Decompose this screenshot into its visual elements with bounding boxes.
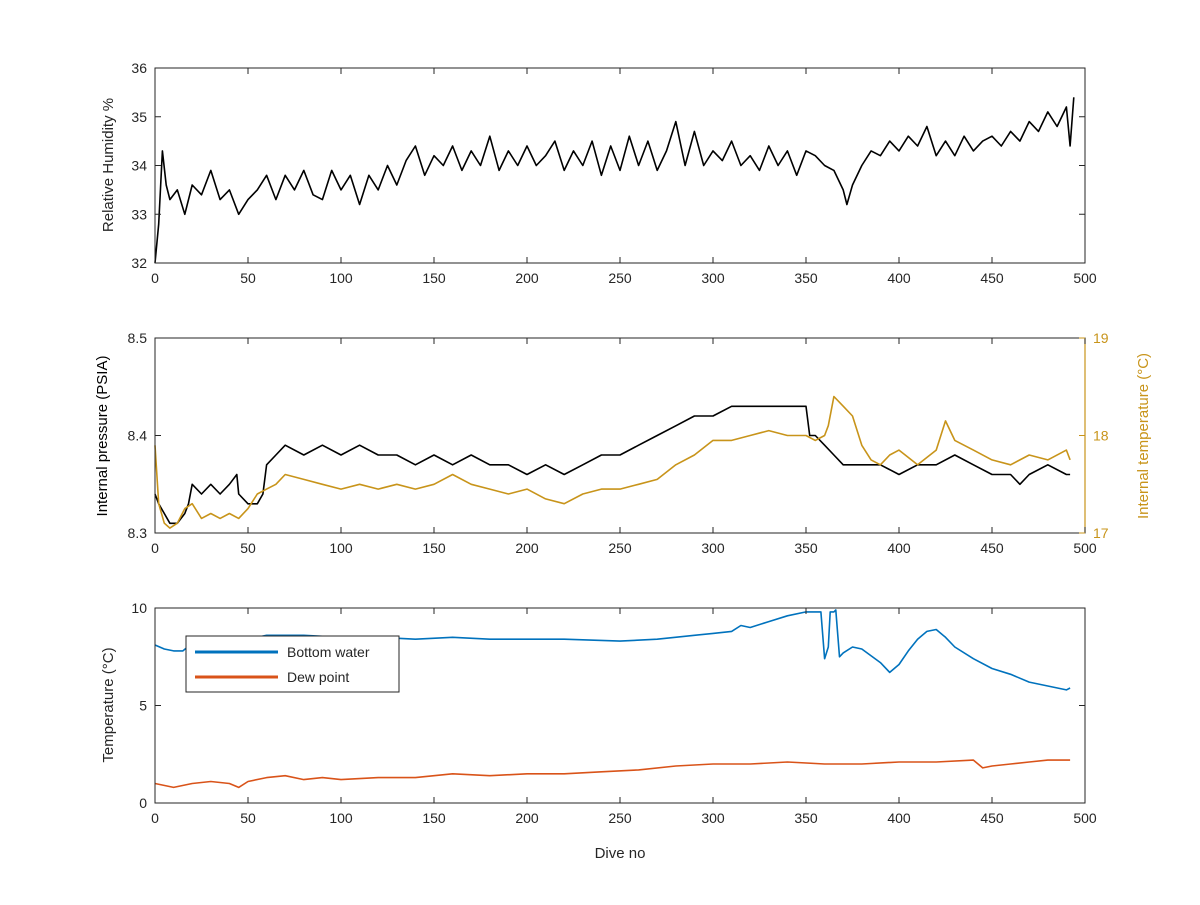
pressure-y-axis-label: Internal pressure (PSIA) [94, 356, 111, 517]
y-tick-label: 8.4 [128, 428, 148, 444]
temperature-y-axis-label: Temperature (°C) [100, 647, 117, 762]
x-tick-label: 150 [422, 270, 446, 286]
x-tick-label: 300 [701, 540, 725, 556]
y-tick-label: 10 [131, 600, 147, 616]
y-tick-label: 33 [131, 206, 147, 222]
y-tick-label: 36 [131, 60, 147, 76]
x-tick-label: 50 [240, 270, 256, 286]
x-tick-label: 350 [794, 270, 818, 286]
series-0-line [154, 405, 1071, 525]
humidity-y-axis-label: Relative Humidity % [100, 98, 117, 232]
y-right-tick-label: 18 [1093, 428, 1109, 444]
temperature-panel: 0 50 100 150 200 250 300 350 400 450 500 0 5 10 Tempe… [100, 600, 1097, 862]
x-tick-label: 500 [1073, 270, 1097, 286]
legend-label-bottom-water: Bottom water [287, 644, 370, 660]
x-tick-label: 0 [151, 270, 159, 286]
y-tick-label: 0 [139, 795, 147, 811]
pressure-temperature-series-group [154, 395, 1071, 529]
x-tick-label: 200 [515, 810, 539, 826]
series-0-line [154, 97, 1075, 264]
pressure-panel: 0 50 100 150 200 250 300 350 400 450 500 8.3 8.4 8.5 1… [94, 330, 1152, 556]
dew-point-line [154, 759, 1071, 789]
humidity-ticks: 0 50 100 150 200 250 300 350 400 450 500 32 33 34 35 36 [131, 60, 1096, 286]
x-tick-label: 400 [887, 540, 911, 556]
legend-box [185, 635, 400, 693]
internal-temperature-y-axis-label: Internal temperature (°C) [1135, 353, 1152, 519]
y-right-tick-label: 19 [1093, 330, 1109, 346]
x-tick-label: 0 [151, 540, 159, 556]
humidity-panel: 0 50 100 150 200 250 300 350 400 450 500 32 33 34 35 36… [100, 60, 1097, 286]
x-tick-label: 500 [1073, 540, 1097, 556]
legend-label-dew-point: Dew point [287, 669, 349, 685]
x-axis-label: Dive no [595, 845, 646, 862]
y-tick-label: 8.5 [128, 330, 148, 346]
x-tick-label: 300 [701, 810, 725, 826]
y-tick-label: 5 [139, 698, 147, 714]
x-tick-label: 300 [701, 270, 725, 286]
humidity-series-group [154, 97, 1075, 264]
x-tick-label: 150 [422, 810, 446, 826]
x-tick-label: 50 [240, 810, 256, 826]
series-1-line [154, 395, 1071, 529]
pressure-ticks: 0 50 100 150 200 250 300 350 400 450 500 8.3 8.4 8.5 1… [128, 330, 1109, 556]
y-tick-label: 35 [131, 109, 147, 125]
y-tick-label: 34 [131, 158, 147, 174]
x-tick-label: 400 [887, 270, 911, 286]
x-tick-label: 250 [608, 540, 632, 556]
x-tick-label: 450 [980, 540, 1004, 556]
x-tick-label: 200 [515, 270, 539, 286]
x-tick-label: 350 [794, 810, 818, 826]
x-tick-label: 100 [329, 540, 353, 556]
x-tick-label: 50 [240, 540, 256, 556]
x-tick-label: 500 [1073, 810, 1097, 826]
x-tick-label: 250 [608, 270, 632, 286]
x-tick-label: 0 [151, 810, 159, 826]
temperature-ticks: 0 50 100 150 200 250 300 350 400 450 500 0 5 10 [131, 600, 1096, 826]
x-tick-label: 150 [422, 540, 446, 556]
x-tick-label: 250 [608, 810, 632, 826]
x-tick-label: 100 [329, 810, 353, 826]
x-tick-label: 350 [794, 540, 818, 556]
legend: Bottom water Dew point [185, 635, 400, 693]
x-tick-label: 400 [887, 810, 911, 826]
y-tick-label: 32 [131, 255, 147, 271]
x-tick-label: 450 [980, 270, 1004, 286]
x-tick-label: 450 [980, 810, 1004, 826]
y-right-tick-label: 17 [1093, 525, 1109, 541]
y-tick-label: 8.3 [128, 525, 148, 541]
x-tick-label: 100 [329, 270, 353, 286]
x-tick-label: 200 [515, 540, 539, 556]
